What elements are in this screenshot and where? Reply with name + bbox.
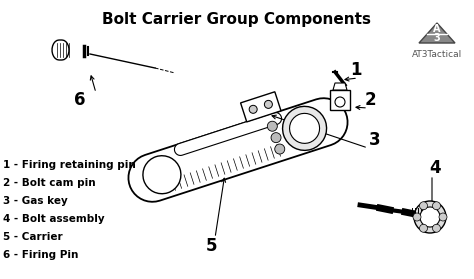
Text: 2: 2 xyxy=(364,91,376,109)
Circle shape xyxy=(271,133,281,143)
Circle shape xyxy=(419,224,428,232)
Circle shape xyxy=(335,97,345,107)
Polygon shape xyxy=(52,40,69,60)
Polygon shape xyxy=(419,23,455,43)
Circle shape xyxy=(249,105,257,113)
Text: Bolt Carrier Group Components: Bolt Carrier Group Components xyxy=(102,12,372,27)
Circle shape xyxy=(432,224,440,232)
Text: 1: 1 xyxy=(350,61,362,79)
Polygon shape xyxy=(174,112,282,155)
Circle shape xyxy=(267,121,277,131)
Circle shape xyxy=(264,100,273,108)
Text: AT3Tactical: AT3Tactical xyxy=(412,50,462,59)
Polygon shape xyxy=(330,90,350,110)
Circle shape xyxy=(432,202,440,210)
Text: 4: 4 xyxy=(429,159,441,177)
Circle shape xyxy=(420,207,440,227)
Text: 4 - Bolt assembly: 4 - Bolt assembly xyxy=(3,214,105,224)
Text: A: A xyxy=(433,24,441,34)
Circle shape xyxy=(439,213,447,221)
Text: 5 - Carrier: 5 - Carrier xyxy=(3,232,63,242)
Text: 3: 3 xyxy=(369,131,381,149)
Polygon shape xyxy=(333,83,347,90)
Circle shape xyxy=(413,213,421,221)
Polygon shape xyxy=(128,98,347,202)
Text: 2 - Bolt cam pin: 2 - Bolt cam pin xyxy=(3,178,96,188)
Polygon shape xyxy=(241,92,281,122)
Circle shape xyxy=(414,201,446,233)
Text: 5: 5 xyxy=(206,237,218,255)
Ellipse shape xyxy=(283,106,327,150)
Ellipse shape xyxy=(290,113,319,143)
Text: 6: 6 xyxy=(74,91,86,109)
Circle shape xyxy=(419,202,428,210)
Text: 6 - Firing Pin: 6 - Firing Pin xyxy=(3,250,78,260)
Text: 3 - Gas key: 3 - Gas key xyxy=(3,196,68,206)
Text: 3: 3 xyxy=(434,33,440,43)
Text: 1 - Firing retaining pin: 1 - Firing retaining pin xyxy=(3,160,136,170)
Ellipse shape xyxy=(143,156,181,194)
Circle shape xyxy=(275,144,285,154)
